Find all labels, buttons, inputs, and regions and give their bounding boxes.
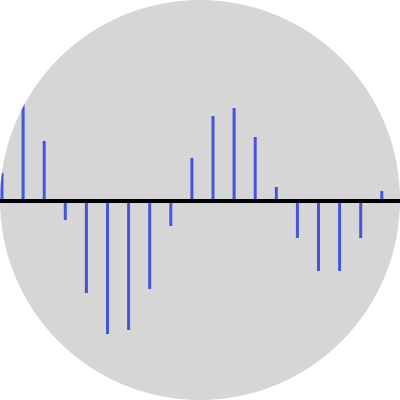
stem-series xyxy=(0,103,384,334)
